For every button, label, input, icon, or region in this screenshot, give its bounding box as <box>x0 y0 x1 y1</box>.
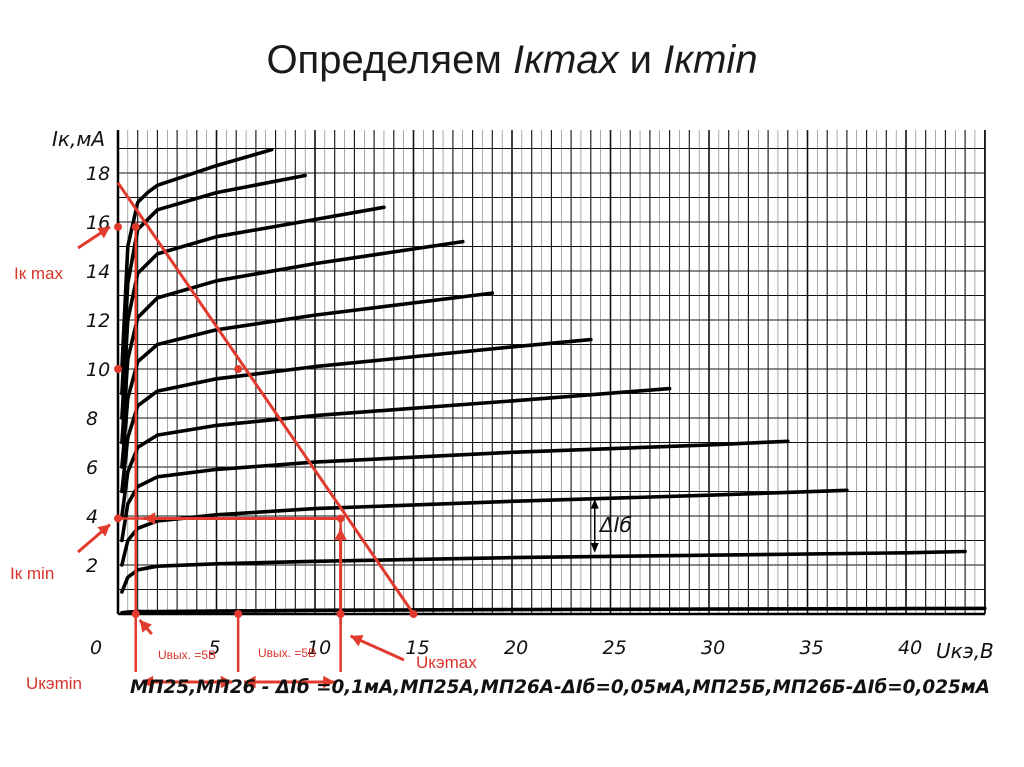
curve-4 <box>120 386 672 518</box>
delta-ib-label: ΔIб <box>598 513 632 537</box>
marker-point <box>336 610 345 618</box>
y-axis-label: Iк,мА <box>52 127 105 151</box>
marker-point <box>131 222 140 231</box>
marker-point <box>234 365 243 373</box>
y-tick-label: 12 <box>86 310 110 332</box>
annotation-layer <box>77 181 418 689</box>
y-tick-label: 2 <box>86 555 98 577</box>
dim2-left-head <box>244 675 256 689</box>
x-axis-label: Uкэ,В <box>936 639 994 663</box>
uout-label-1: Uвых. =5В <box>158 648 216 662</box>
dim2-right-head <box>323 675 335 689</box>
marker-point <box>114 222 122 231</box>
curve-5 <box>120 337 593 494</box>
ik-min-label: Iк min <box>10 564 54 583</box>
ukemax-pointer-head <box>350 634 364 647</box>
y-tick-label: 10 <box>86 359 110 381</box>
ikmax-arrow-head <box>97 226 110 239</box>
uout-label-2: Uвых. =5В <box>258 646 316 660</box>
x-tick-label: 35 <box>800 637 824 659</box>
chart-caption: МП25,МП26 - ΔIб =0,1мА,МП25А,МП26А-ΔIб=0… <box>130 676 990 698</box>
title-and: и <box>618 38 664 82</box>
ikmin-leftarrow-head <box>143 512 156 525</box>
y-tick-label: 18 <box>86 163 110 185</box>
x-tick-label: 40 <box>898 637 922 659</box>
x-tick-label: 30 <box>701 637 725 659</box>
title-ikmax: Iкmax <box>512 38 619 82</box>
marker-point <box>234 610 243 618</box>
page-title: Определяем Iкmax и Iкmin <box>0 38 1024 83</box>
y-tick-label: 8 <box>86 408 98 430</box>
marker-point <box>114 514 122 523</box>
ik-max-label: Iк max <box>14 264 63 283</box>
curve-8 <box>120 205 386 420</box>
curve-6 <box>120 291 495 469</box>
ikmin-arrow-head <box>97 524 110 537</box>
ukemax-label: Uкэmax <box>416 653 477 672</box>
delta-ib-arrowhead-up <box>590 498 599 509</box>
marker-point <box>114 365 122 373</box>
marker-point <box>409 610 418 618</box>
collector-curves <box>120 147 987 615</box>
x-tick-label: 25 <box>603 637 627 659</box>
x-tick-label: 10 <box>307 637 331 659</box>
x-tick-label: 0 <box>90 637 102 659</box>
curve-1 <box>120 549 967 594</box>
y-tick-label: 14 <box>86 261 110 283</box>
dim1-left-head <box>141 675 154 689</box>
curve-2 <box>120 488 849 567</box>
curve-9 <box>120 173 307 396</box>
title-prefix: Определяем <box>266 38 513 82</box>
ukemin-label: Uкэmin <box>26 674 82 693</box>
curve-7 <box>120 239 465 445</box>
marker-point <box>131 610 140 618</box>
ukemax-uparrow-head <box>334 528 347 540</box>
y-tick-label: 4 <box>86 506 98 528</box>
curve-3 <box>120 439 790 543</box>
load-line <box>116 181 415 615</box>
x-tick-label: 15 <box>406 637 430 659</box>
ukemin-pointer-head <box>139 620 152 633</box>
delta-ib-arrowhead-down <box>590 542 599 553</box>
curve-10 <box>120 147 274 371</box>
title-ikmin: Iкmin <box>663 38 758 82</box>
y-tick-label: 6 <box>86 457 98 479</box>
x-tick-label: 5 <box>209 637 221 659</box>
dim1-right-head <box>220 675 233 689</box>
curve-0 <box>120 606 987 615</box>
x-tick-label: 20 <box>504 637 528 659</box>
